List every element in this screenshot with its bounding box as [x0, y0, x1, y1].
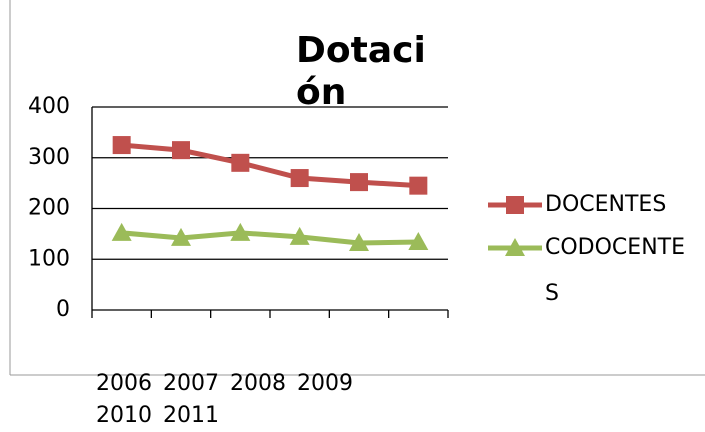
- x-tick-label: 2007: [163, 371, 219, 396]
- marker: [289, 226, 310, 245]
- marker: [112, 136, 131, 155]
- marker: [172, 141, 190, 160]
- y-tick-label: 300: [28, 145, 70, 170]
- x-tick-label: 2011: [163, 403, 219, 428]
- y-tick-label: 200: [28, 196, 70, 221]
- marker: [231, 153, 250, 172]
- legend-label: CODOCENTES: [545, 235, 685, 306]
- x-axis-labels: 2006 2007 2008 2009 2010 2011: [96, 368, 396, 432]
- x-tick-label: 2009: [297, 371, 353, 396]
- y-tick-label: 400: [28, 94, 70, 119]
- y-tick-label: 100: [28, 246, 70, 271]
- series-line: [121, 142, 419, 189]
- marker: [290, 169, 309, 188]
- x-tick-label: 2008: [230, 371, 286, 396]
- marker: [111, 222, 132, 241]
- marker: [349, 233, 369, 252]
- marker: [350, 173, 368, 192]
- series-line: [121, 230, 419, 246]
- x-tick-label: 2010: [96, 403, 152, 428]
- marker: [171, 227, 191, 246]
- x-tick-label: 2006: [96, 371, 152, 396]
- marker: [408, 231, 429, 250]
- legend-label: DOCENTES: [545, 192, 667, 217]
- marker: [409, 176, 428, 195]
- marker: [505, 238, 525, 256]
- y-tick-label: 0: [56, 297, 70, 322]
- marker: [506, 196, 524, 214]
- marker: [230, 222, 251, 241]
- chart-title: Dotación: [296, 30, 426, 113]
